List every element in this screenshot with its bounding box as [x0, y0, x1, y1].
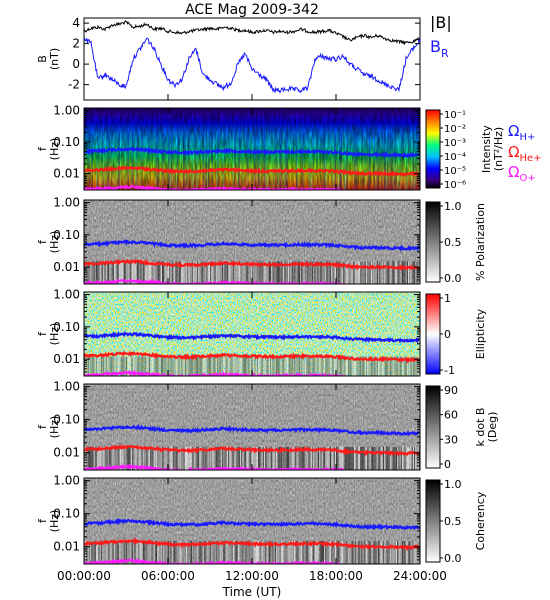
- omega-he-line: [84, 537, 420, 552]
- y-tick-label: 0: [72, 57, 80, 71]
- coherency-ylabel: f(Hz): [36, 510, 61, 533]
- magnetic-field-ylabel: B(nT): [36, 48, 61, 70]
- omega-h-line: [84, 423, 420, 437]
- colorbar-tick-label: 0.5: [444, 236, 462, 249]
- ellipticity-colorbar-label: Ellipticity: [474, 308, 487, 359]
- y-tick-label: 4: [72, 16, 80, 30]
- polarization-colorbar: [425, 201, 441, 283]
- colorbar-tick-label: 10⁻²: [444, 124, 466, 135]
- y-tick-label: 0.10: [53, 507, 80, 521]
- omega-h-line: [84, 145, 420, 159]
- legend-item-o-plus: ΩO+: [508, 163, 536, 184]
- legend-item-h-plus: ΩH+: [508, 122, 535, 143]
- omega-h-line: [84, 517, 420, 531]
- y-tick-label: -2: [68, 78, 80, 92]
- panels: -2024B(nT)0.010.101.00f(Hz)10⁻¹10⁻²10⁻³1…: [36, 16, 542, 565]
- x-axis-label: Time (UT): [222, 585, 282, 599]
- y-tick-label: 0.10: [53, 135, 80, 149]
- coherency-colorbar: [425, 479, 441, 563]
- panel-k-dot-b: 0.01 0.10 1.00 f(Hz) 90 60 30 0 k dot B(Deg): [36, 380, 499, 471]
- y-tick-label: 1.00: [53, 380, 80, 394]
- colorbar-tick-label: 0: [444, 458, 451, 471]
- x-tick-label: 24:00:00: [393, 569, 447, 583]
- ellipticity-spectrogram: [84, 292, 420, 376]
- x-tick-label: 12:00:00: [225, 569, 279, 583]
- colorbar-tick-label: 1: [444, 292, 451, 305]
- omega-he-line: [84, 350, 420, 364]
- legend-top: |B| BR: [430, 13, 452, 60]
- y-tick-label: 0.10: [53, 228, 80, 242]
- colorbar-tick-label: 1.0: [444, 478, 462, 491]
- colorbar-tick-label: 10⁻⁶: [444, 180, 466, 191]
- y-tick-label: 0.01: [53, 167, 80, 181]
- legend-item-b-total: |B|: [430, 13, 452, 32]
- y-tick-label: 1.00: [53, 474, 80, 488]
- coherency-colorbar-label: Coherency: [474, 491, 487, 550]
- intensity-colorbar: [425, 109, 441, 189]
- colorbar-tick-label: 0: [444, 328, 451, 341]
- y-tick-label: 0.01: [53, 540, 80, 554]
- x-tick-label: 00:00:00: [57, 569, 111, 583]
- figure-title: ACE Mag 2009-342: [185, 2, 319, 18]
- omega-he-line: [84, 443, 420, 457]
- intensity-ylabel: f(Hz): [36, 138, 61, 161]
- colorbar-tick-label: 10⁻⁴: [444, 152, 466, 163]
- polarization-colorbar-label: % Polarization: [474, 203, 487, 281]
- x-tick-label: 18:00:00: [309, 569, 363, 583]
- y-tick-label: 0.01: [53, 352, 80, 366]
- y-tick-label: 2: [72, 37, 80, 51]
- colorbar-tick-label: 10⁻³: [444, 138, 466, 149]
- omega-he-line: [84, 258, 420, 272]
- y-tick-label: 1.00: [53, 196, 80, 210]
- omega-h-line: [84, 330, 420, 344]
- colorbar-tick-label: -1: [444, 364, 455, 377]
- ellipticity-ylabel: f(Hz): [36, 323, 61, 346]
- colorbar-tick-label: 90: [444, 384, 458, 397]
- colorbar-tick-label: 0.5: [444, 515, 462, 528]
- k-dot-b-colorbar-label: k dot B(Deg): [474, 408, 499, 447]
- colorbar-tick-label: 30: [444, 433, 458, 446]
- polarization-ylabel: f(Hz): [36, 231, 61, 254]
- k-dot-b-colorbar: [425, 385, 441, 469]
- y-tick-label: 0.01: [53, 446, 80, 460]
- colorbar-tick-label: 10⁻⁵: [444, 166, 466, 177]
- coherency-spectrogram: [84, 478, 420, 564]
- x-tick-label: 06:00:00: [141, 569, 195, 583]
- omega-he-line: [84, 164, 420, 178]
- y-tick-label: 0.10: [53, 413, 80, 427]
- intensity-spectrogram: [84, 108, 420, 190]
- y-tick-label: 0.10: [53, 320, 80, 334]
- x-axis: 00:00:00 06:00:00 12:00:00 18:00:00 24:00:00…: [57, 569, 447, 599]
- colorbar-tick-label: 60: [444, 409, 458, 422]
- colorbar-tick-label: 1.0: [444, 200, 462, 213]
- colorbar-tick-label: 10⁻¹: [444, 110, 466, 121]
- colorbar-tick-label: 0.0: [444, 552, 462, 565]
- series-line-b-r: [83, 37, 421, 94]
- panel-coherency: 0.01 0.10 1.00 f(Hz) 1.0 0.5 0.0 Coherency: [36, 474, 487, 565]
- omega-h-line: [84, 239, 420, 252]
- polarization-spectrogram: [84, 200, 420, 284]
- y-tick-label: 1.00: [53, 288, 80, 302]
- panel-ellipticity: 0.01 0.10 1.00 f(Hz) 1 0 -1 Ellipticity: [36, 288, 487, 377]
- k-dot-b-ylabel: f(Hz): [36, 416, 61, 439]
- panel-intensity: 0.01 0.10 1.00 f(Hz) 10⁻¹ 10⁻² 10⁻³ 10⁻⁴ 10⁻⁵ 10⁻…: [36, 103, 542, 191]
- colorbar-tick-label: 0.0: [444, 272, 462, 285]
- legend-item-b-r: BR: [430, 37, 449, 60]
- series-line-b-total: [83, 20, 421, 46]
- k-dot-b-spectrogram: [84, 384, 420, 470]
- ellipticity-colorbar: [425, 293, 441, 375]
- legend-item-he-plus: ΩHe+: [508, 143, 542, 164]
- intensity-colorbar-label: Intensity(nT²/Hz): [480, 125, 505, 173]
- panel-polarization: 0.01 0.10 1.00 f(Hz) 1.0 0.5 0.0 % Polarization: [36, 196, 487, 285]
- panel-magnetic-field: -2 0 2 4 B(nT): [36, 16, 421, 101]
- panel-frame: [83, 17, 421, 101]
- y-tick-label: 0.01: [53, 260, 80, 274]
- y-tick-label: 1.00: [53, 103, 80, 117]
